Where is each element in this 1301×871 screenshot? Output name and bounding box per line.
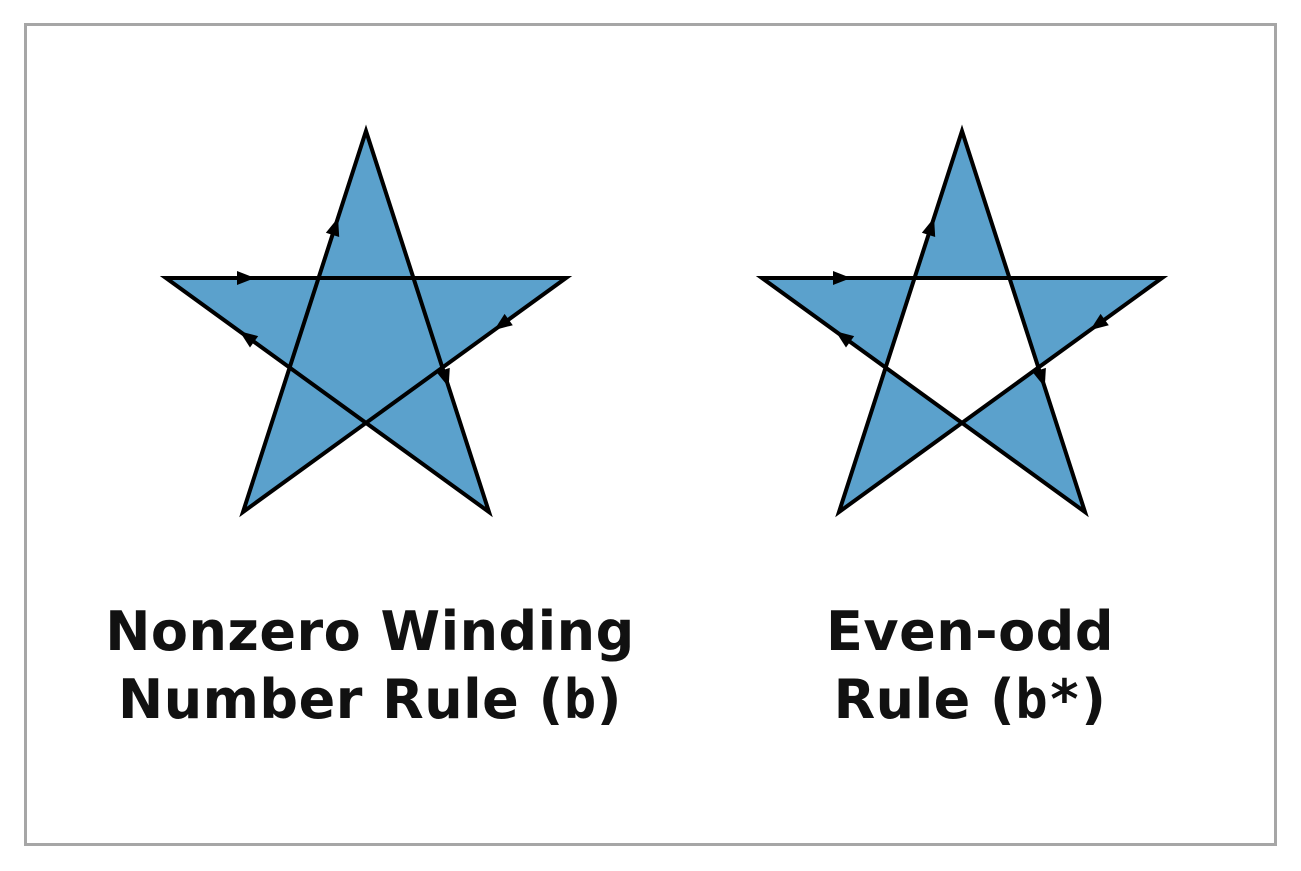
nonzero-caption-prefix: Number Rule ( <box>118 668 564 731</box>
direction-arrow-icon <box>239 331 259 348</box>
even-odd-caption-suffix: ) <box>1081 668 1107 731</box>
nonzero-star-path <box>159 124 573 518</box>
direction-arrow-icon <box>921 217 936 238</box>
direction-arrow-icon <box>835 331 855 348</box>
even-odd-star-path <box>755 124 1169 518</box>
direction-arrow-icon <box>1032 367 1046 388</box>
even-odd-caption: Even-odd Rule (b*) <box>660 598 1280 734</box>
even-odd-operator-code: b* <box>1015 668 1082 731</box>
nonzero-winding-caption: Nonzero Winding Number Rule (b) <box>60 598 680 734</box>
even-odd-caption-prefix: Rule ( <box>833 668 1016 731</box>
even-odd-caption-line2: Rule (b*) <box>660 666 1280 734</box>
direction-arrow-icon <box>1090 313 1109 331</box>
nonzero-caption-suffix: ) <box>596 668 622 731</box>
direction-arrow-icon <box>494 313 513 331</box>
even-odd-star <box>755 124 1169 518</box>
nonzero-winding-star <box>159 124 573 518</box>
nonzero-caption-line1: Nonzero Winding <box>105 600 635 663</box>
nonzero-operator-code: b <box>563 668 597 731</box>
direction-arrow-icon <box>237 271 255 285</box>
direction-arrow-icon <box>833 271 851 285</box>
direction-arrow-icon <box>325 217 340 238</box>
even-odd-caption-line1: Even-odd <box>826 600 1114 663</box>
direction-arrow-icon <box>436 367 450 388</box>
nonzero-caption-line2: Number Rule (b) <box>60 666 680 734</box>
figure-frame <box>24 23 1277 846</box>
